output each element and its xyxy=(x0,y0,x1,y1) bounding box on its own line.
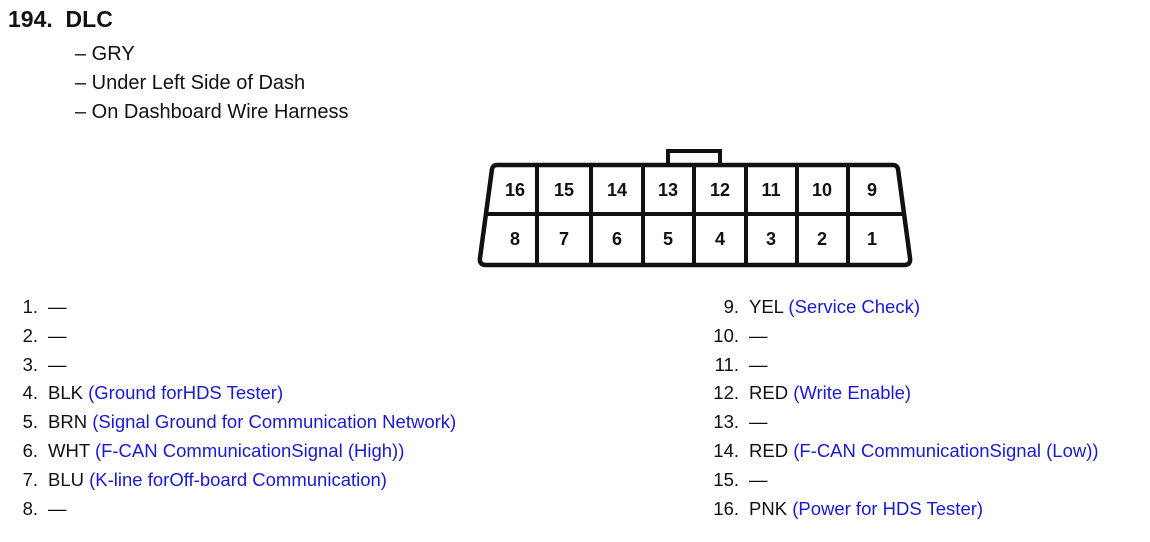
pin-number: 5. xyxy=(22,411,38,433)
pin-description: (Ground forHDS Tester) xyxy=(88,382,284,404)
pin-row: 6. WHT (F-CAN CommunicationSignal (High)) xyxy=(0,439,405,463)
wire-color: — xyxy=(749,411,768,433)
pin-label: 7 xyxy=(559,229,569,249)
pin-row: 9. YEL (Service Check) xyxy=(701,295,920,319)
wire-color: BLK xyxy=(48,382,83,404)
pin-label: 10 xyxy=(812,180,832,200)
pin-label: 16 xyxy=(505,180,525,200)
pin-row: 2. — xyxy=(0,324,67,348)
pin-description: (Power for HDS Tester) xyxy=(792,497,984,519)
pin-label: 4 xyxy=(715,229,725,249)
pin-number: 7. xyxy=(22,468,38,490)
wire-color: — xyxy=(48,353,67,375)
pin-number: 16. xyxy=(713,497,739,519)
pin-label: 5 xyxy=(663,229,673,249)
pin-number: 4. xyxy=(22,382,38,404)
pin-label: 11 xyxy=(761,180,780,200)
pin-description: (F-CAN CommunicationSignal (High)) xyxy=(94,440,405,461)
pin-row: 1. — xyxy=(0,295,67,319)
connector-name: DLC xyxy=(65,6,113,32)
wire-color: — xyxy=(749,468,768,490)
pin-number: 2. xyxy=(22,324,38,346)
section-title: 194. DLC xyxy=(8,6,113,33)
pin-label: 12 xyxy=(710,180,730,200)
pin-row: 4. BLK (Ground forHDS Tester) xyxy=(0,381,284,405)
pin-row: 12. RED (Write Enable) xyxy=(701,381,911,405)
wire-color: YEL xyxy=(749,296,784,317)
pin-number: 15. xyxy=(713,468,739,490)
pin-row: 11. — xyxy=(701,353,768,377)
detail-location: – Under Left Side of Dash xyxy=(75,72,306,94)
wire-color: RED xyxy=(749,440,789,461)
pin-number: 6. xyxy=(22,440,38,461)
pin-label: 2 xyxy=(817,229,827,249)
pin-row: 16. PNK (Power for HDS Tester) xyxy=(701,497,983,521)
wire-color: — xyxy=(749,324,768,346)
wire-color: — xyxy=(48,324,67,346)
pin-number: 13. xyxy=(713,411,739,433)
pin-number: 10. xyxy=(713,324,739,346)
wire-color: BLU xyxy=(48,468,84,490)
pin-description: (Signal Ground for Communication Network… xyxy=(92,411,457,433)
wire-color: WHT xyxy=(48,440,90,461)
pin-description: (Write Enable) xyxy=(793,382,912,404)
wire-color: — xyxy=(48,497,67,519)
pin-number: 11. xyxy=(714,353,739,375)
pin-row: 8. — xyxy=(0,497,67,521)
pin-label: 13 xyxy=(658,180,678,200)
pin-row: 3. — xyxy=(0,353,67,377)
pin-number: 1. xyxy=(22,296,38,317)
pin-label: 3 xyxy=(766,229,776,249)
pin-number: 3. xyxy=(22,353,38,375)
pin-row: 13. — xyxy=(701,410,768,434)
detail-color: – GRY xyxy=(75,43,135,65)
wire-color: BRN xyxy=(48,411,88,433)
pin-label: 9 xyxy=(867,180,877,200)
pin-number: 8. xyxy=(22,497,38,519)
pin-label: 8 xyxy=(510,229,520,249)
detail-harness: – On Dashboard Wire Harness xyxy=(75,101,349,123)
wire-color: — xyxy=(48,296,67,317)
pin-row: 10. — xyxy=(701,324,768,348)
wire-color: PNK xyxy=(749,497,788,519)
pin-row: 14. RED (F-CAN CommunicationSignal (Low)) xyxy=(701,439,1099,463)
pin-row: 15. — xyxy=(701,468,768,492)
pin-description: (K-line forOff-board Communication) xyxy=(89,468,387,490)
pin-number: 9. xyxy=(723,296,739,317)
wire-color: RED xyxy=(749,382,789,404)
pin-label: 14 xyxy=(607,180,627,200)
pin-row: 5. BRN (Signal Ground for Communication N… xyxy=(0,410,457,434)
pin-description: (F-CAN CommunicationSignal (Low)) xyxy=(793,440,1099,461)
pin-row: 7. BLU (K-line forOff-board Communication… xyxy=(0,468,387,492)
pin-label: 15 xyxy=(554,180,574,200)
pin-number: 14. xyxy=(713,440,739,461)
section-number: 194. xyxy=(8,6,53,32)
pin-label: 6 xyxy=(612,229,622,249)
pin-description: (Service Check) xyxy=(788,296,921,317)
pin-number: 12. xyxy=(713,382,739,404)
wire-color: — xyxy=(749,353,768,375)
pin-label: 1 xyxy=(867,229,877,249)
